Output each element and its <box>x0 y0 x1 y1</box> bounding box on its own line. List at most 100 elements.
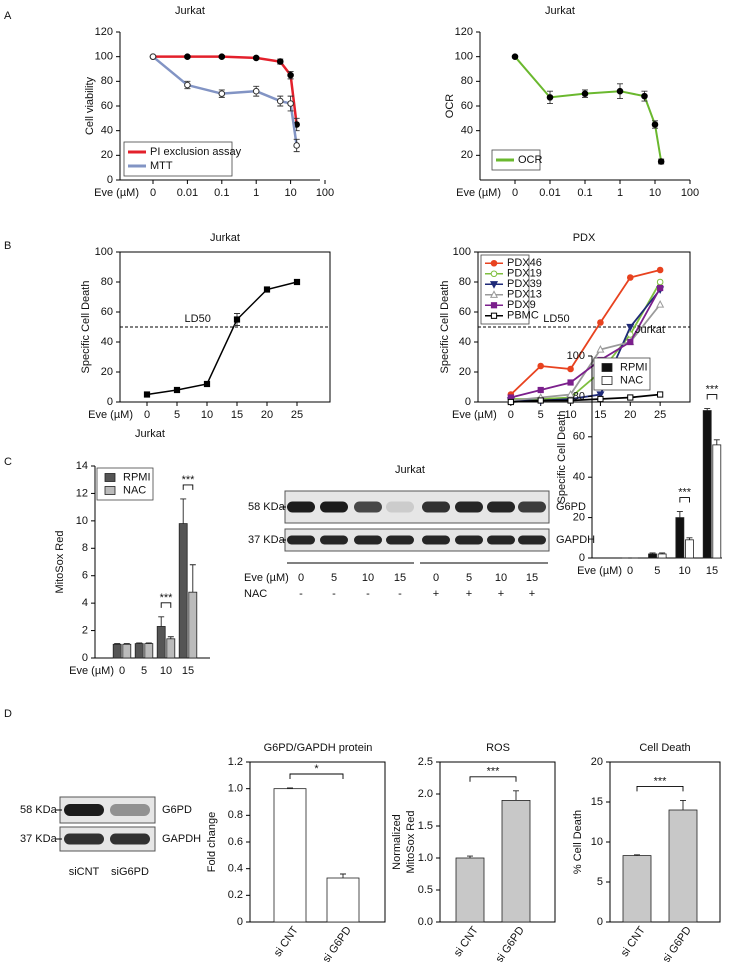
blot-lane-label: siG6PD <box>111 866 149 878</box>
x-tick-label: si G6PD <box>494 924 527 962</box>
x-tick-label: 0 <box>150 187 156 199</box>
y-tick-label: 80 <box>573 390 585 402</box>
y-axis-label: Specific Cell Death <box>80 281 92 374</box>
data-point <box>596 391 605 399</box>
blot-band <box>386 501 414 513</box>
data-point <box>581 90 589 97</box>
bar <box>144 643 154 659</box>
data-point <box>657 158 665 165</box>
error-bar <box>189 564 196 593</box>
y-tick-label: 12 <box>76 487 88 499</box>
blot-lane-label: - <box>366 588 370 600</box>
y-tick-label: 80 <box>101 75 113 87</box>
x-axis-label: Eve (µM) <box>94 187 139 199</box>
blot-lane-label: + <box>466 588 472 600</box>
x-tick-label: 5 <box>174 409 180 421</box>
data-point <box>546 94 554 101</box>
data-line <box>514 56 663 162</box>
x-tick-label: 0.01 <box>539 187 560 199</box>
data-point <box>184 53 191 60</box>
panel-label: C <box>4 456 12 468</box>
data-point <box>173 386 181 394</box>
x-tick-label: 0 <box>144 409 150 421</box>
blot-band <box>487 501 515 513</box>
data-point <box>656 300 665 308</box>
bar <box>273 788 307 923</box>
blot-protein: GAPDH <box>162 833 201 845</box>
x-tick-label: 100 <box>681 187 699 199</box>
legend-box <box>491 149 541 171</box>
legend-box <box>480 254 530 325</box>
y-tick-label: 60 <box>101 306 113 318</box>
y-tick-label: 60 <box>461 100 473 112</box>
data-point <box>252 87 260 95</box>
data-point <box>143 391 151 398</box>
y-tick-label: 40 <box>101 336 113 348</box>
data-line <box>146 281 298 396</box>
data-point <box>597 395 604 403</box>
data-point <box>293 142 300 149</box>
y-tick-label: 60 <box>459 306 471 318</box>
bar <box>455 857 485 923</box>
y-tick-label: 0 <box>107 174 113 186</box>
chart-title: Jurkat <box>175 5 205 17</box>
blot-band <box>320 535 348 545</box>
y-tick-label: 10 <box>591 836 603 848</box>
legend-label: NAC <box>620 374 643 386</box>
bar <box>685 539 694 559</box>
bar <box>622 855 652 923</box>
error-bar <box>114 643 121 645</box>
y-axis-label: MitoSox Red <box>405 811 417 874</box>
x-axis-label: Eve (µM) <box>69 665 114 677</box>
data-point <box>627 338 634 346</box>
y-tick-label: 20 <box>101 149 113 161</box>
y-tick-label: 0.6 <box>228 836 243 848</box>
y-tick-label: 100 <box>95 51 113 63</box>
y-tick-label: 5 <box>597 876 603 888</box>
x-tick-label: 0 <box>508 409 514 421</box>
data-point <box>537 397 544 404</box>
y-tick-label: 0.2 <box>228 889 243 901</box>
chart-title: Jurkat <box>635 324 665 336</box>
bar <box>675 517 685 559</box>
error-bar <box>713 439 720 445</box>
data-point <box>293 278 301 286</box>
chart-title: PDX <box>573 232 596 244</box>
data-point <box>263 286 271 293</box>
y-tick-label: 80 <box>101 276 113 288</box>
x-tick-label: 0 <box>119 665 125 677</box>
bar <box>702 410 712 559</box>
x-tick-label: 1 <box>253 187 259 199</box>
error-bar <box>659 552 666 554</box>
blot-lane-label: - <box>299 588 303 600</box>
error-bar <box>634 854 640 856</box>
x-tick-label: 15 <box>182 665 194 677</box>
y-tick-label: 15 <box>591 796 603 808</box>
y-tick-label: 0.5 <box>418 884 433 896</box>
x-tick-label: si CNT <box>272 924 301 959</box>
error-bar <box>467 855 473 858</box>
significance-bracket <box>679 497 690 503</box>
blot-title: Jurkat <box>395 464 425 476</box>
x-tick-label: 10 <box>284 187 296 199</box>
blot-lane-label: 5 <box>466 572 472 584</box>
bar <box>122 643 132 659</box>
y-axis-label: Specific Cell Death <box>439 281 451 374</box>
y-tick-label: 0 <box>107 396 113 408</box>
data-point <box>597 319 604 326</box>
blot-lane-label: 10 <box>362 572 374 584</box>
y-tick-label: 1.5 <box>418 820 433 832</box>
x-tick-label: 15 <box>706 565 718 577</box>
y-axis-label: % Cell Death <box>572 810 584 874</box>
data-point <box>490 302 498 309</box>
x-tick-label: 0 <box>512 187 518 199</box>
legend-label: OCR <box>518 154 543 166</box>
legend-box <box>123 141 233 177</box>
significance-label: * <box>314 763 319 775</box>
y-tick-label: 0.0 <box>418 916 433 928</box>
data-point <box>511 53 519 60</box>
data-point <box>566 390 575 398</box>
y-axis-label: Specific Cell Death <box>556 411 568 504</box>
y-tick-label: 40 <box>461 125 473 137</box>
